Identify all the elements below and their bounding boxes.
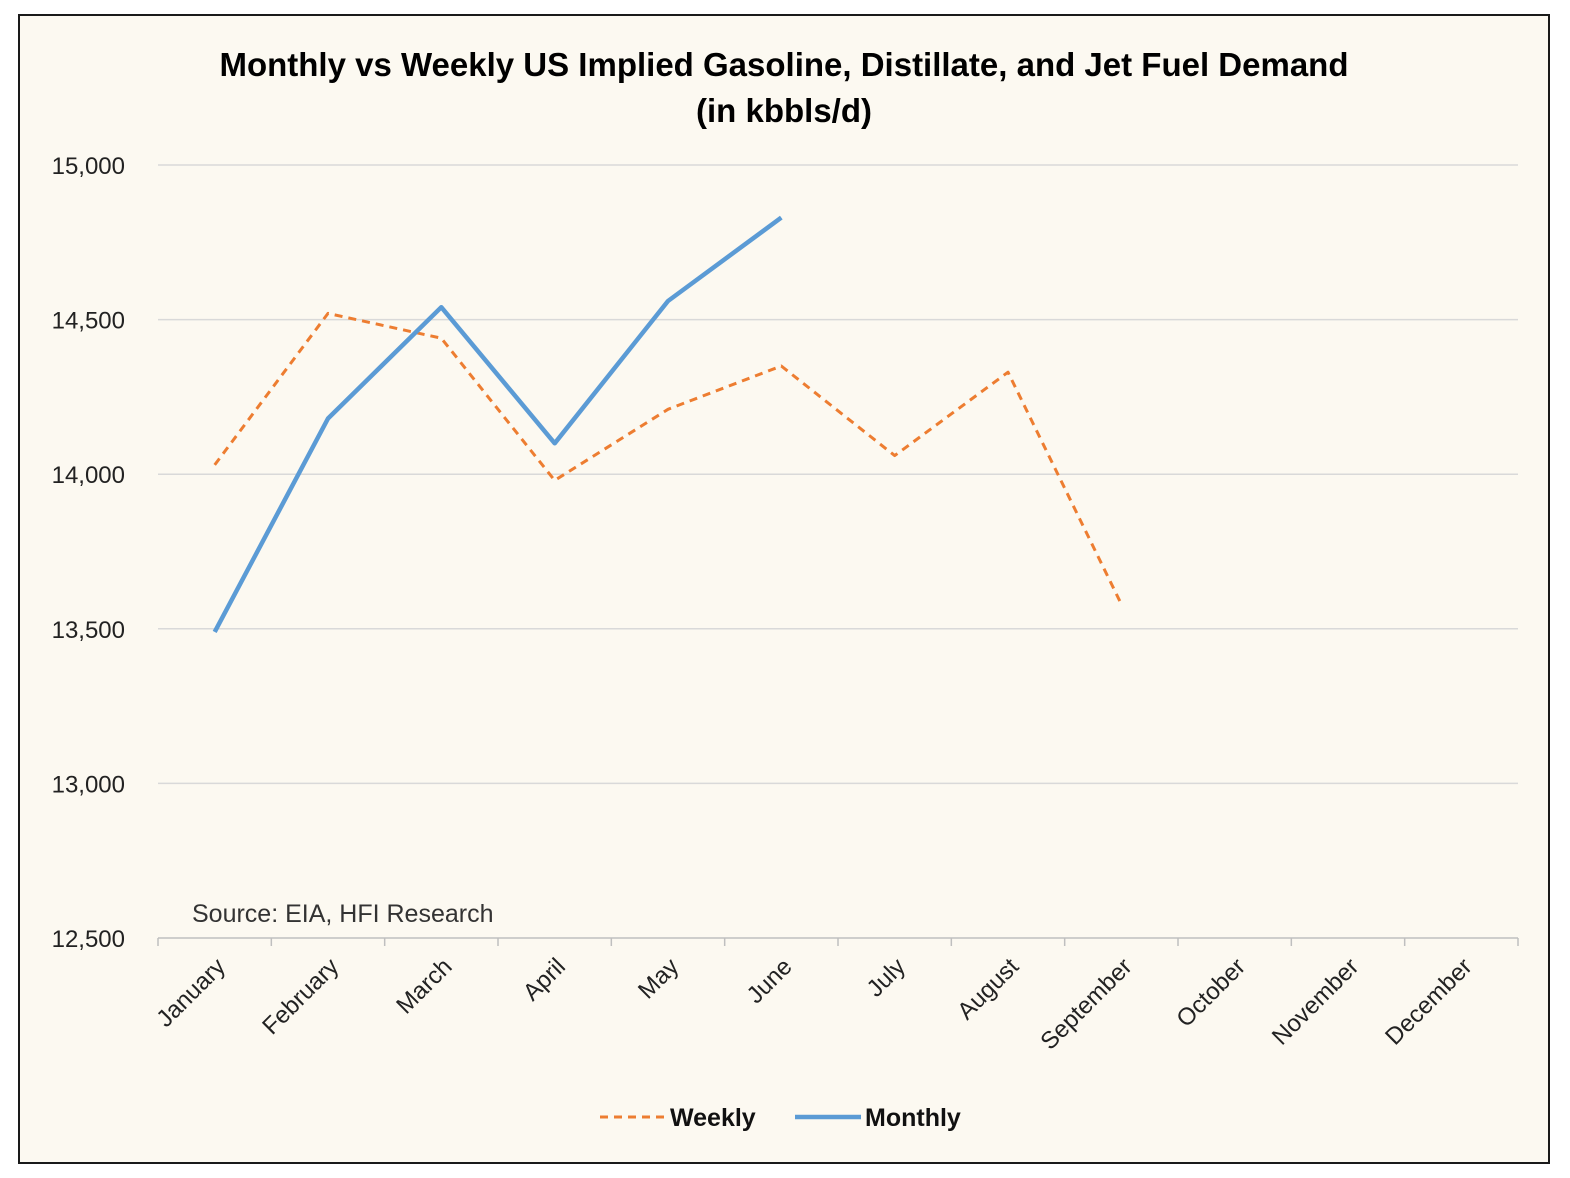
legend-label: Weekly: [670, 1104, 756, 1132]
series-line-monthly: [212, 215, 783, 633]
source-annotation: Source: EIA, HFI Research: [192, 900, 494, 928]
y-tick-label: 12,500: [52, 926, 125, 953]
x-tick-label: August: [952, 953, 1024, 1025]
series-lines: [212, 215, 1123, 633]
x-tick-label: February: [257, 953, 344, 1040]
x-tick-label: July: [862, 953, 911, 1002]
legend: Weekly Monthly: [600, 1104, 961, 1132]
y-tick-label: 13,000: [52, 771, 125, 798]
chart-frame: Monthly vs Weekly US Implied Gasoline, D…: [18, 14, 1550, 1164]
legend-item-monthly: Monthly: [795, 1104, 961, 1132]
x-tick-label: October: [1171, 953, 1250, 1032]
chart-subtitle: (in kbbls/d): [696, 92, 872, 129]
x-tick-label: March: [391, 953, 457, 1019]
y-tick-label: 14,000: [52, 462, 125, 489]
legend-item-weekly: Weekly: [600, 1104, 756, 1132]
x-tick-label: September: [1035, 953, 1137, 1055]
chart-title: Monthly vs Weekly US Implied Gasoline, D…: [20, 42, 1548, 134]
gridlines: [158, 164, 1518, 785]
x-tick-label: November: [1267, 953, 1364, 1050]
x-axis: January February March April May June July Augu…: [151, 937, 1519, 1055]
y-tick-label: 15,000: [52, 153, 125, 180]
series-line-weekly: [213, 311, 1123, 605]
x-tick-label: June: [742, 953, 798, 1009]
x-tick-label: January: [151, 953, 230, 1032]
legend-label: Monthly: [865, 1104, 961, 1132]
y-tick-label: 14,500: [52, 308, 125, 335]
x-tick-label: December: [1380, 953, 1477, 1050]
y-axis: 15,000 14,500 14,000 13,500 13,000 12,500: [52, 153, 125, 953]
y-tick-label: 13,500: [52, 617, 125, 644]
x-tick-label: April: [518, 953, 571, 1006]
x-tick-label: May: [633, 953, 684, 1004]
chart-title-line: Monthly vs Weekly US Implied Gasoline, D…: [219, 46, 1349, 83]
